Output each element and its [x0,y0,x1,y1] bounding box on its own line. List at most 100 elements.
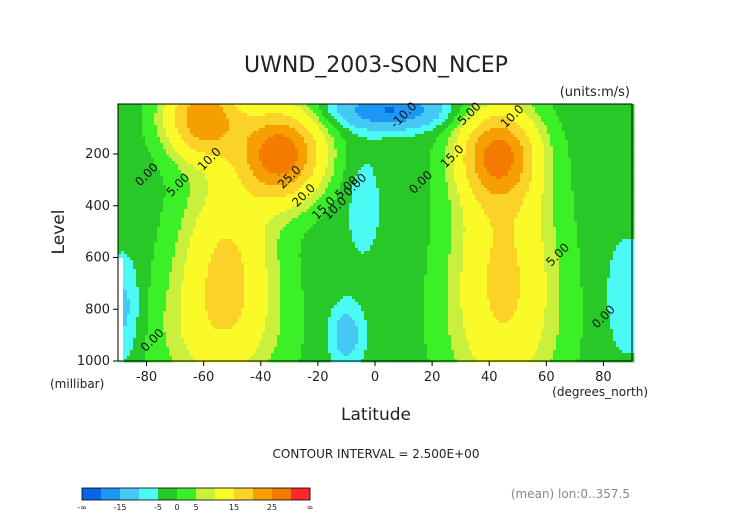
heatmap-cell [262,170,265,173]
heatmap-cell [259,116,262,119]
heatmap-cell [565,149,568,152]
heatmap-cell [613,104,616,107]
heatmap-cell [547,110,550,113]
heatmap-cell [403,173,406,176]
heatmap-cell [130,110,133,113]
heatmap-cell [289,149,292,152]
heatmap-cell [526,146,529,149]
heatmap-cell [157,182,160,185]
heatmap-cell [553,188,556,191]
heatmap-cell [322,104,325,107]
heatmap-cell [220,116,223,119]
heatmap-cell [145,134,148,137]
heatmap-cell [520,128,523,131]
heatmap-cell [547,131,550,134]
heatmap-cell [280,113,283,116]
heatmap-cell [484,161,487,164]
heatmap-cell [544,176,547,179]
heatmap-cell [142,161,145,164]
heatmap-cell [616,116,619,119]
heatmap-cell [301,137,304,140]
heatmap-cell [454,134,457,137]
heatmap-cell [448,125,451,128]
heatmap-cell [268,134,271,137]
heatmap-cell [349,116,352,119]
heatmap-cell [406,164,409,167]
heatmap-cell [202,179,205,182]
heatmap-cell [265,179,268,182]
heatmap-cell [181,146,184,149]
heatmap-cell [511,143,514,146]
heatmap-cell [484,134,487,137]
heatmap-cell [196,182,199,185]
heatmap-cell [154,140,157,143]
heatmap-cell [391,152,394,155]
heatmap-cell [298,143,301,146]
heatmap-cell [436,125,439,128]
heatmap-cell [508,146,511,149]
heatmap-cell [547,152,550,155]
heatmap-cell [376,161,379,164]
heatmap-cell [247,119,250,122]
heatmap-cell [229,158,232,161]
heatmap-cell [409,128,412,131]
heatmap-cell [607,158,610,161]
heatmap-cell [445,143,448,146]
heatmap-cell [151,182,154,185]
heatmap-cell [367,116,370,119]
heatmap-cell [409,131,412,134]
heatmap-cell [412,161,415,164]
heatmap-cell [358,119,361,122]
heatmap-cell [253,182,256,185]
heatmap-cell [322,179,325,182]
heatmap-cell [511,176,514,179]
heatmap-cell [154,134,157,137]
heatmap-cell [316,107,319,110]
heatmap-cell [196,143,199,146]
heatmap-cell [220,107,223,110]
heatmap-cell [505,143,508,146]
heatmap-cell [535,173,538,176]
heatmap-cell [559,164,562,167]
heatmap-cell [352,125,355,128]
heatmap-cell [505,182,508,185]
heatmap-cell [436,116,439,119]
heatmap-cell [361,107,364,110]
heatmap-cell [229,143,232,146]
heatmap-cell [355,125,358,128]
heatmap-cell [196,137,199,140]
heatmap-cell [319,152,322,155]
heatmap-cell [571,155,574,158]
heatmap-cell [241,143,244,146]
heatmap-cell [511,158,514,161]
heatmap-cell [535,104,538,107]
heatmap-cell [433,149,436,152]
heatmap-cell [130,149,133,152]
heatmap-cell [562,113,565,116]
heatmap-cell [256,179,259,182]
heatmap-cell [364,128,367,131]
heatmap-cell [493,119,496,122]
heatmap-cell [421,122,424,125]
heatmap-cell [202,128,205,131]
heatmap-cell [361,125,364,128]
heatmap-cell [616,128,619,131]
heatmap-cell [118,164,121,167]
heatmap-cell [610,137,613,140]
heatmap-cell [427,152,430,155]
heatmap-cell [469,188,472,191]
heatmap-cell [121,131,124,134]
heatmap-cell [145,128,148,131]
heatmap-cell [433,140,436,143]
heatmap-cell [517,146,520,149]
heatmap-cell [292,116,295,119]
heatmap-cell [154,188,157,191]
heatmap-cell [382,182,385,185]
heatmap-cell [148,182,151,185]
heatmap-cell [412,140,415,143]
heatmap-cell [298,104,301,107]
heatmap-cell [175,116,178,119]
heatmap-cell [502,146,505,149]
heatmap-cell [376,107,379,110]
heatmap-cell [544,107,547,110]
